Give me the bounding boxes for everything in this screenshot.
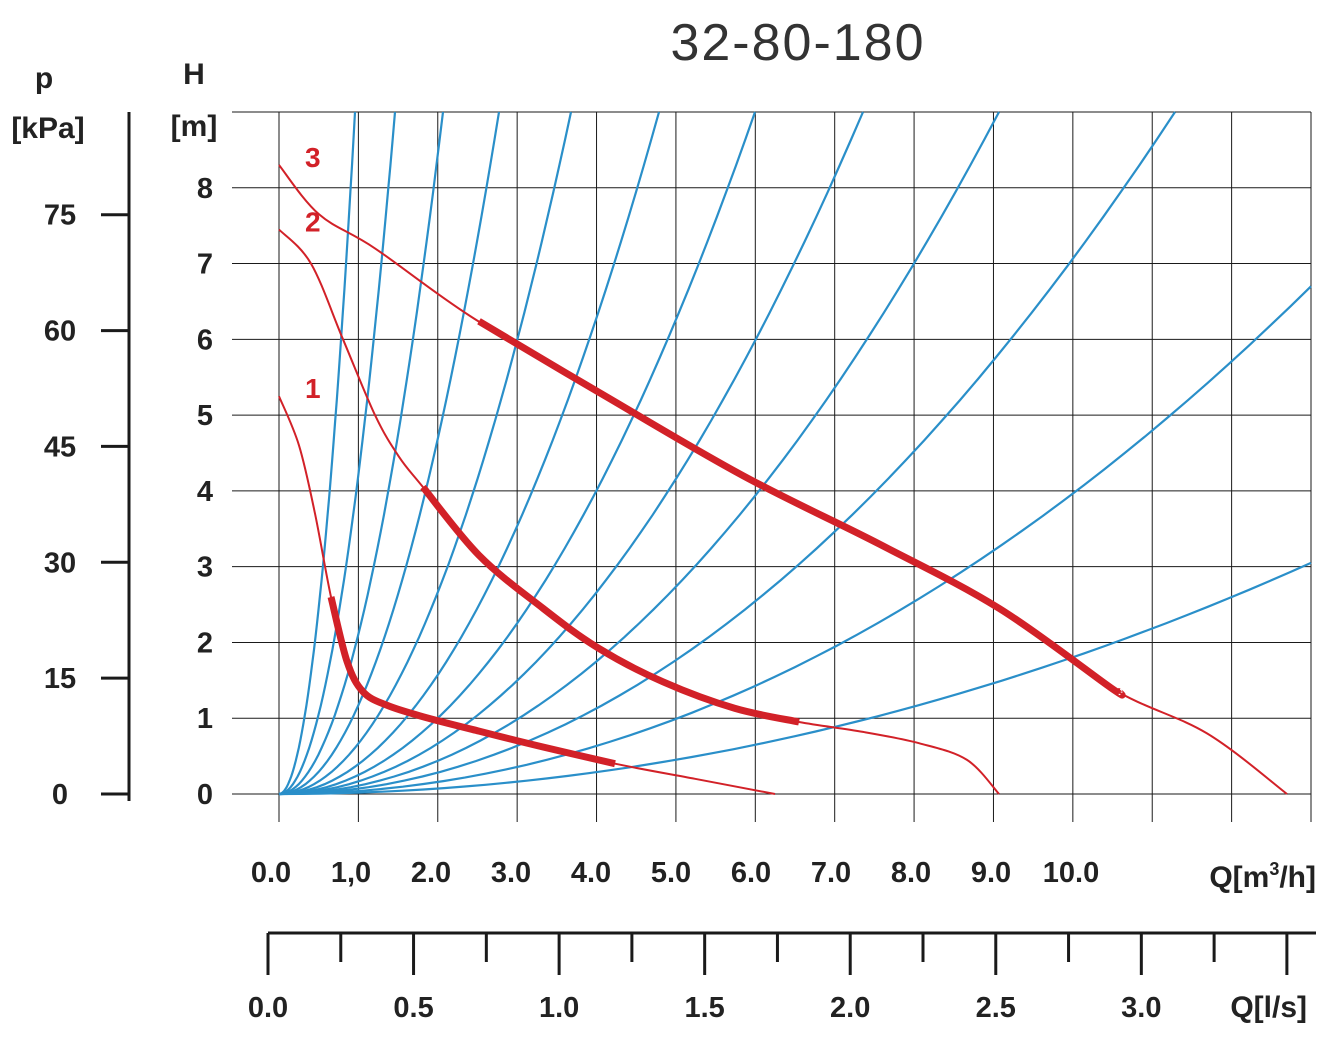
- q-tick-label: 6.0: [731, 857, 771, 889]
- h-axis-label: H: [183, 58, 205, 91]
- p-axis-unit: [kPa]: [11, 112, 84, 145]
- pump-curve-label-2: 2: [305, 206, 321, 237]
- system-curve: [278, 111, 357, 796]
- system-curves: [278, 111, 1312, 796]
- q-tick-label: 9.0: [971, 857, 1011, 889]
- pump-operating-range-1: [327, 596, 616, 768]
- system-curve: [278, 285, 1312, 796]
- q-tick-label: 2.0: [411, 857, 451, 889]
- ql-axis-label: Q[l/s]: [1230, 991, 1307, 1024]
- q-axis-label-sup: 3: [1269, 859, 1279, 879]
- ql-tick-label: 2.5: [976, 992, 1016, 1024]
- q-tick-label: 1,0: [331, 857, 371, 889]
- h-tick-label: 7: [197, 249, 213, 281]
- p-axis-label: p: [35, 62, 53, 95]
- pump-operating-range-2: [420, 484, 800, 726]
- q-tick-label: 3.0: [491, 857, 531, 889]
- system-curve: [278, 111, 661, 796]
- system-curve: [278, 561, 1312, 796]
- h-tick-label: 5: [197, 400, 213, 432]
- system-curve: [278, 111, 1176, 796]
- system-curve: [278, 111, 501, 796]
- system-curve: [278, 111, 445, 796]
- ql-tick-label: 3.0: [1121, 992, 1161, 1024]
- q-axis-label-end: /h]: [1279, 861, 1316, 894]
- ql-tick-label: 1.5: [685, 992, 725, 1024]
- h-tick-label: 3: [197, 552, 213, 584]
- q-tick-label: 4.0: [571, 857, 611, 889]
- p-tick-label: 60: [44, 316, 76, 348]
- ql-tick-label: 0.5: [393, 992, 433, 1024]
- system-curve: [278, 111, 1000, 796]
- q-axis-label-main: Q[m: [1209, 861, 1269, 894]
- h-tick-label: 4: [197, 476, 213, 508]
- p-tick-label: 75: [44, 200, 76, 232]
- pump-curve-2: [278, 228, 1000, 795]
- p-tick-label: 15: [44, 663, 76, 695]
- p-tick-label: 30: [44, 547, 76, 579]
- q-tick-label: 8.0: [891, 857, 931, 889]
- system-curve: [278, 111, 865, 796]
- q-tick-label: 10.0: [1043, 857, 1099, 889]
- chart-title: 32-80-180: [670, 14, 925, 72]
- system-curve: [278, 111, 573, 796]
- q-axis-label: Q[m3/h]: [1209, 859, 1316, 894]
- ql-tick-label: 0.0: [248, 992, 288, 1024]
- h-tick-label: 8: [197, 173, 213, 205]
- p-tick-label: 0: [52, 779, 68, 811]
- ql-tick-label: 2.0: [830, 992, 870, 1024]
- pump-operating-range-3: [477, 318, 1126, 699]
- h-axis-unit: [m]: [171, 110, 218, 143]
- h-tick-label: 1: [197, 703, 213, 735]
- q-tick-label: 0.0: [251, 857, 291, 889]
- pump-curve-3: [278, 164, 1288, 795]
- system-curve: [278, 111, 397, 796]
- ql-tick-label: 1.0: [539, 992, 579, 1024]
- h-tick-label: 2: [197, 627, 213, 659]
- system-curve: [278, 111, 757, 796]
- h-tick-label: 0: [197, 779, 213, 811]
- pump-curve-label-1: 1: [305, 373, 321, 404]
- p-tick-label: 45: [44, 431, 76, 463]
- q-tick-label: 7.0: [811, 857, 851, 889]
- pump-curve-label-3: 3: [305, 142, 321, 173]
- q-tick-label: 5.0: [651, 857, 691, 889]
- pump-curves: 1 2 3: [278, 142, 1288, 795]
- h-tick-label: 6: [197, 324, 213, 356]
